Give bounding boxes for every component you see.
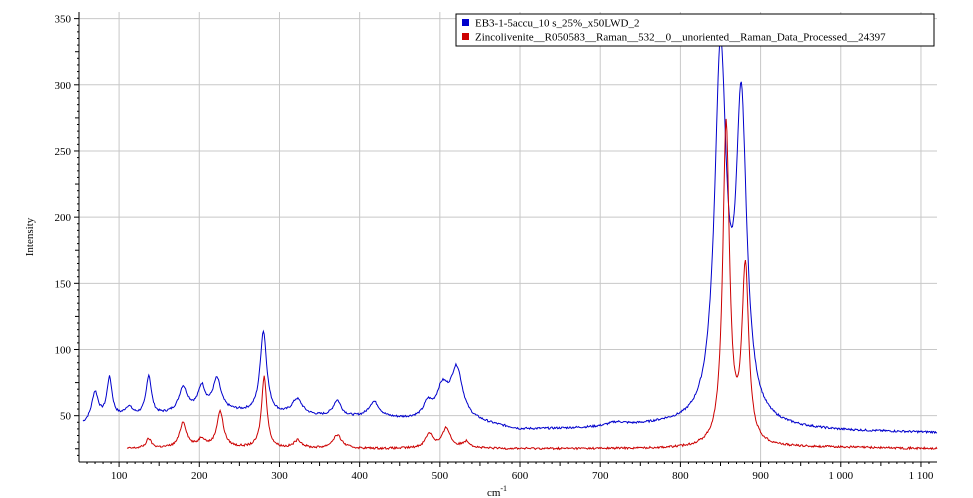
x-tick-label: 900 bbox=[752, 470, 769, 482]
x-tick-label: 500 bbox=[432, 470, 449, 482]
x-tick-label: 400 bbox=[351, 470, 368, 482]
y-tick-label: 350 bbox=[55, 14, 72, 26]
y-axis-title: Intensity bbox=[24, 217, 36, 256]
x-tick-label: 800 bbox=[672, 470, 689, 482]
series-lines bbox=[82, 35, 938, 451]
legend[interactable]: EB3-1-5accu_10 s_25%_x50LWD_2 Zincoliveni… bbox=[455, 13, 935, 47]
legend-swatch bbox=[462, 33, 469, 40]
x-tick-label: 300 bbox=[271, 470, 288, 482]
y-tick-label: 300 bbox=[55, 80, 72, 92]
axes: 100 200 300 400 500 600 700 800 900 1 000 1 100 50 1… bbox=[55, 12, 937, 482]
legend-swatch bbox=[462, 19, 469, 26]
y-tick-label: 150 bbox=[55, 278, 72, 290]
y-tick-label: 200 bbox=[55, 212, 72, 224]
y-tick-label: 250 bbox=[55, 146, 72, 158]
y-tick-label: 100 bbox=[55, 345, 72, 357]
x-tick-label: 200 bbox=[191, 470, 208, 482]
x-axis-title: cm-1 bbox=[487, 484, 507, 498]
legend-label: EB3-1-5accu_10 s_25%_x50LWD_2 bbox=[475, 18, 639, 30]
x-axis-title-unit: cm bbox=[487, 487, 501, 498]
x-tick-label: 600 bbox=[512, 470, 529, 482]
legend-label: Zincolivenite__R050583__Raman__532__0__u… bbox=[475, 32, 886, 44]
series-line bbox=[126, 118, 938, 451]
x-tick-label: 700 bbox=[592, 470, 609, 482]
series-line bbox=[82, 35, 938, 435]
x-tick-label: 1 100 bbox=[909, 470, 934, 482]
y-tick-label: 50 bbox=[60, 411, 72, 423]
x-axis-title-exponent: -1 bbox=[500, 484, 507, 493]
legend-box bbox=[455, 13, 935, 47]
x-tick-label: 1 000 bbox=[828, 470, 853, 482]
x-tick-label: 100 bbox=[111, 470, 128, 482]
